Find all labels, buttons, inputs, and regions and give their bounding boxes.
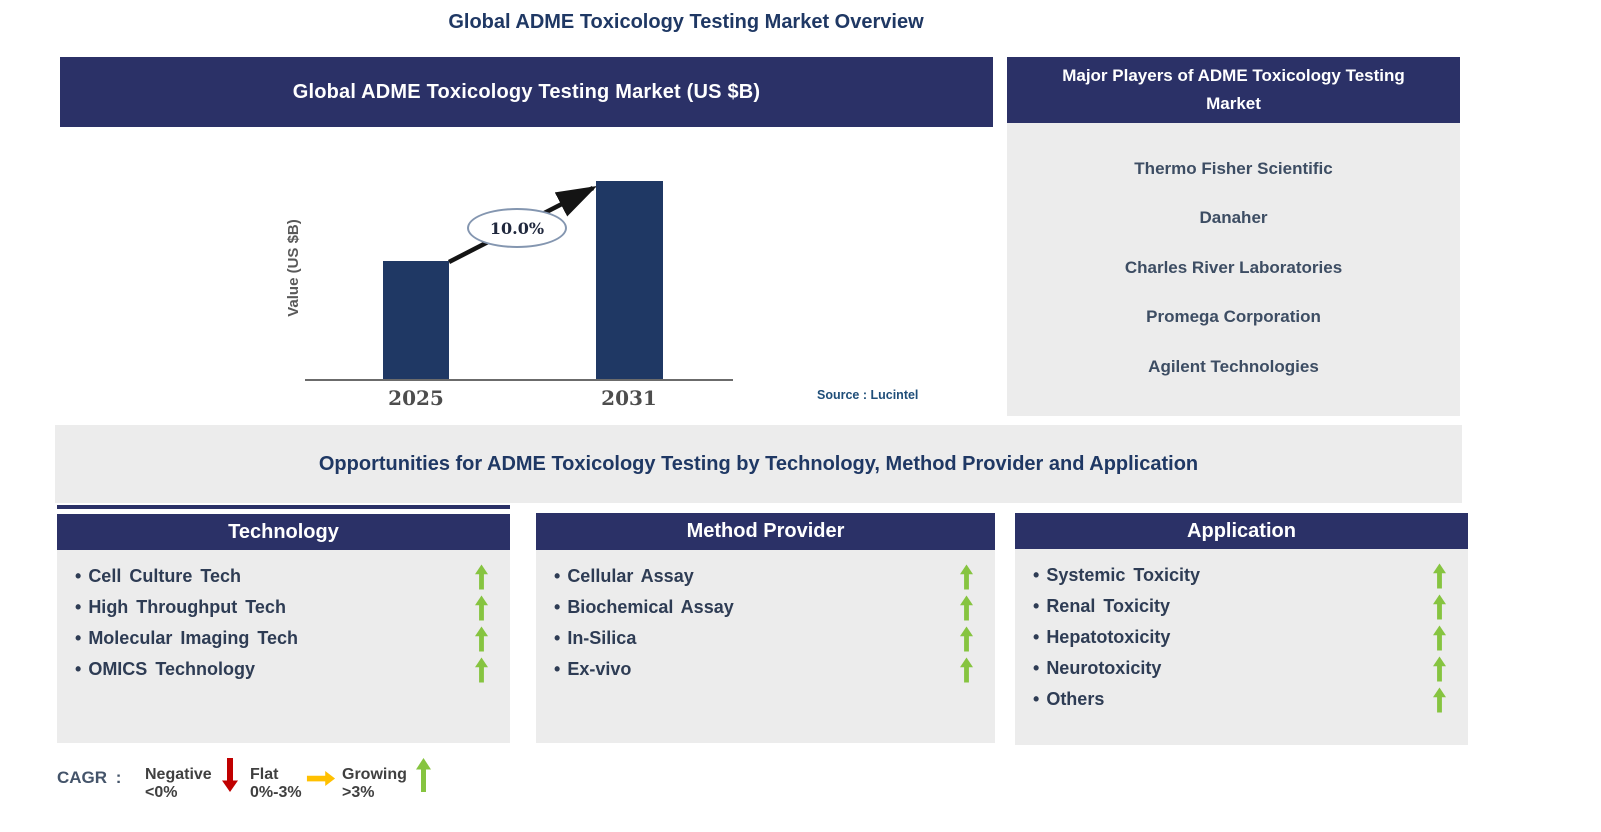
x-axis-line <box>305 379 733 381</box>
right-arrow-icon <box>306 771 336 786</box>
x-tick-2025: 2025 <box>388 386 444 410</box>
technology-column-header: Technology <box>57 514 510 550</box>
method-provider-column-list: Cellular Assay Biochemical Assay In-Sili… <box>536 550 995 743</box>
bar-2031 <box>596 181 663 380</box>
growth-up-arrow-icon <box>475 563 488 590</box>
growth-up-arrow-icon <box>475 594 488 621</box>
legend-entry-flat: Flat 0%-3% <box>250 766 302 802</box>
application-column-list: Systemic Toxicity Renal Toxicity Hepatot… <box>1015 549 1468 745</box>
list-item: Cell Culture Tech <box>57 561 510 592</box>
down-arrow-icon <box>222 758 238 792</box>
list-item-label: Ex-vivo <box>554 659 631 680</box>
list-item: Hepatotoxicity <box>1015 622 1468 653</box>
growth-up-arrow-icon <box>475 656 488 683</box>
x-tick-2031: 2031 <box>601 386 657 410</box>
y-axis-label: Value (US $B) <box>285 219 302 317</box>
growth-up-arrow-icon <box>1433 562 1446 589</box>
opportunities-band-title: Opportunities for ADME Toxicology Testin… <box>55 425 1462 503</box>
legend-entry-range: <0% <box>145 784 178 801</box>
list-item-label: Cellular Assay <box>554 566 693 587</box>
list-item-label: Renal Toxicity <box>1033 596 1170 617</box>
list-item: Neurotoxicity <box>1015 653 1468 684</box>
list-item-label: In-Silica <box>554 628 636 649</box>
legend-entry-name: Negative <box>145 766 212 783</box>
application-column-header: Application <box>1015 513 1468 549</box>
legend-entry-name: Flat <box>250 766 279 783</box>
list-item: Renal Toxicity <box>1015 591 1468 622</box>
list-item-label: Systemic Toxicity <box>1033 565 1200 586</box>
legend-entry-negative: Negative <0% <box>145 766 212 802</box>
growth-up-arrow-icon <box>960 625 973 652</box>
company-name: Danaher <box>1199 208 1268 227</box>
list-item: Ex-vivo <box>536 654 995 685</box>
major-players-header: Major Players of ADME Toxicology Testing… <box>1007 57 1460 123</box>
company-name: Promega Corporation <box>1146 307 1321 326</box>
company-name: Agilent Technologies <box>1148 356 1319 376</box>
list-item-label: Biochemical Assay <box>554 597 733 618</box>
list-item-label: Molecular Imaging Tech <box>75 628 298 649</box>
list-item: In-Silica <box>536 623 995 654</box>
list-item-label: Neurotoxicity <box>1033 658 1161 679</box>
cagr-legend-label: CAGR : <box>57 768 122 787</box>
list-item: Others <box>1015 684 1468 715</box>
cagr-annotation-value: 10.0% <box>489 218 545 238</box>
source-note: Source : Lucintel <box>817 388 919 402</box>
legend-entry-range: >3% <box>342 784 375 801</box>
list-item: Biochemical Assay <box>536 592 995 623</box>
growth-up-arrow-icon <box>1433 686 1446 713</box>
list-item: High Throughput Tech <box>57 592 510 623</box>
growth-up-arrow-icon <box>1433 624 1446 651</box>
technology-column-list: Cell Culture Tech High Throughput Tech M… <box>57 550 510 743</box>
growth-up-arrow-icon <box>1433 655 1446 682</box>
cagr-annotation-ellipse: 10.0% <box>467 208 567 248</box>
company-name: Thermo Fisher Scientific <box>1134 158 1333 178</box>
legend-entry-growing: Growing >3% <box>342 766 407 802</box>
list-item: OMICS Technology <box>57 654 510 685</box>
list-item-label: High Throughput Tech <box>75 597 286 618</box>
market-chart-panel-header: Global ADME Toxicology Testing Market (U… <box>60 57 993 127</box>
method-provider-column-header: Method Provider <box>536 513 995 550</box>
up-arrow-icon <box>416 758 431 792</box>
list-item: Molecular Imaging Tech <box>57 623 510 654</box>
list-item-label: Others <box>1033 689 1104 710</box>
growth-up-arrow-icon <box>960 594 973 621</box>
company-name: Charles River Laboratories <box>1124 257 1343 277</box>
list-item: Cellular Assay <box>536 561 995 592</box>
growth-up-arrow-icon <box>1433 593 1446 620</box>
bar-2025 <box>383 261 449 380</box>
page-title: Global ADME Toxicology Testing Market Ov… <box>448 11 924 33</box>
growth-up-arrow-icon <box>475 625 488 652</box>
list-item: Systemic Toxicity <box>1015 560 1468 591</box>
list-item-label: Hepatotoxicity <box>1033 627 1170 648</box>
list-item-label: OMICS Technology <box>75 659 255 680</box>
list-item-label: Cell Culture Tech <box>75 566 241 587</box>
legend-entry-range: 0%-3% <box>250 784 302 801</box>
legend-entry-name: Growing <box>342 766 407 783</box>
major-players-list: Thermo Fisher Scientific Danaher Charles… <box>1007 123 1460 416</box>
growth-up-arrow-icon <box>960 656 973 683</box>
growth-up-arrow-icon <box>960 563 973 590</box>
technology-panel-top-border <box>57 505 510 509</box>
